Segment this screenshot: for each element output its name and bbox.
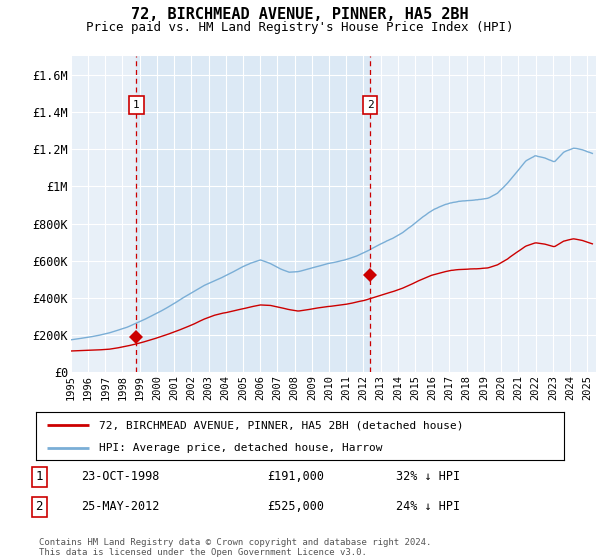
Text: £525,000: £525,000 [267,501,324,514]
Text: 32% ↓ HPI: 32% ↓ HPI [396,470,460,483]
Text: 1: 1 [133,100,140,110]
Text: £191,000: £191,000 [267,470,324,483]
Text: Price paid vs. HM Land Registry's House Price Index (HPI): Price paid vs. HM Land Registry's House … [86,21,514,34]
Text: 72, BIRCHMEAD AVENUE, PINNER, HA5 2BH: 72, BIRCHMEAD AVENUE, PINNER, HA5 2BH [131,7,469,22]
Text: 2: 2 [367,100,374,110]
Text: Contains HM Land Registry data © Crown copyright and database right 2024.
This d: Contains HM Land Registry data © Crown c… [39,538,431,557]
Text: 25-MAY-2012: 25-MAY-2012 [81,501,160,514]
Text: 2: 2 [35,501,43,514]
Text: 1: 1 [35,470,43,483]
Text: 24% ↓ HPI: 24% ↓ HPI [396,501,460,514]
Text: 72, BIRCHMEAD AVENUE, PINNER, HA5 2BH (detached house): 72, BIRCHMEAD AVENUE, PINNER, HA5 2BH (d… [100,421,464,431]
Bar [136,56,370,372]
Text: 23-OCT-1998: 23-OCT-1998 [81,470,160,483]
Text: HPI: Average price, detached house, Harrow: HPI: Average price, detached house, Harr… [100,443,383,453]
